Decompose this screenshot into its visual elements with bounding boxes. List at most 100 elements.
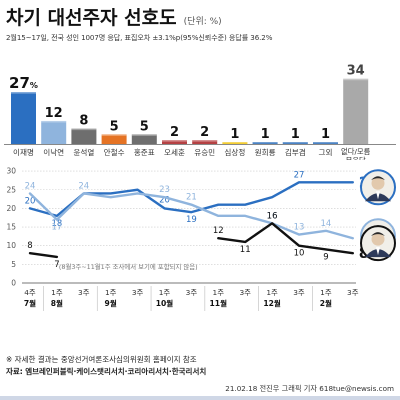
bar-value-label-1: 12 xyxy=(45,106,63,121)
x-month-label-1: 8월 xyxy=(51,298,63,308)
bar-category-label-6: 유승민 xyxy=(194,147,215,157)
bar-value-label-9: 1 xyxy=(291,127,300,142)
bar-value-label-5: 2 xyxy=(170,125,179,140)
x-tick-label-3: 1주 xyxy=(105,288,117,297)
x-tick-label-5: 1주 xyxy=(159,288,171,297)
y-tick-label-25: 25 xyxy=(6,185,16,194)
series-point-label-yoon_seokyoul-7: 12 xyxy=(213,226,224,236)
bar-chart: 27% 이재명 12 이낙연 8 윤석열 5 안철수 5 홍준표 2 오세훈 2 유승민 1 심상정 1 원희룡 1… xyxy=(4,64,396,160)
bar-3 xyxy=(101,134,127,144)
series-point-label-lee_nakyon-10: 13 xyxy=(294,223,305,233)
portrait-hair-yoon_seokyoul xyxy=(371,232,385,237)
bar-5 xyxy=(162,140,187,144)
series-point-label-yoon_seokyoul-11: 9 xyxy=(323,252,328,262)
bar-8 xyxy=(252,142,278,144)
series-point-label-lee_nakyon-9: 16 xyxy=(267,211,278,221)
portrait-icon-lee_jaemyung xyxy=(360,169,396,206)
bar-category-label-3: 안철수 xyxy=(104,147,125,157)
notes: ※ 자세한 결과는 중앙선거여론조사심의위원회 홈페이지 참조 자료: 엠브레인… xyxy=(6,354,206,378)
bar-value-label-8: 1 xyxy=(261,127,270,142)
bar-1 xyxy=(41,120,67,144)
bar-highlight-1 xyxy=(41,120,67,123)
bar-11 xyxy=(343,78,369,144)
series-point-label-yoon_seokyoul-10: 10 xyxy=(294,249,305,259)
line-chart: 0 5 10 15 20 25 30 4주 1주 3주 1주 3주 1주 3주 1주 3주 1주 3주 1주 3주 7월… xyxy=(6,167,396,311)
portrait-hair-lee_jaemyung xyxy=(371,176,385,181)
series-point-label-yoon_seokyoul-8: 11 xyxy=(240,245,251,255)
portrait-collar-yoon_seokyoul xyxy=(376,247,380,256)
bar-category-label-9: 김부겸 xyxy=(285,147,306,157)
bar-category-label-11-a: 없다/모름 xyxy=(341,147,371,156)
bar-highlight-8 xyxy=(252,142,278,144)
bar-value-label-4: 5 xyxy=(140,119,149,134)
bar-category-label-1: 이낙연 xyxy=(43,147,64,157)
bar-9 xyxy=(282,142,308,144)
bar-value-label-11: 34 xyxy=(347,64,365,79)
series-point-label-yoon_seokyoul-9: 16 xyxy=(267,211,278,221)
source-text: 엠브레인퍼블릭·케이스탯리서치·코리아리서치·한국리서치 xyxy=(25,367,207,376)
bar-2 xyxy=(71,128,97,144)
y-tick-label-20: 20 xyxy=(6,204,16,213)
bar-highlight-0 xyxy=(11,92,36,94)
x-tick-label-9: 1주 xyxy=(266,288,278,297)
bar-value-label-7: 1 xyxy=(230,127,239,142)
bar-category-label-4: 홍준표 xyxy=(134,147,155,157)
bar-highlight-7 xyxy=(222,142,248,144)
x-tick-label-8: 3주 xyxy=(239,288,251,297)
bar-highlight-5 xyxy=(162,140,187,142)
x-tick-label-4: 3주 xyxy=(132,288,144,297)
series-point-label-lee_nakyon-11: 14 xyxy=(320,219,331,229)
bar-highlight-10 xyxy=(313,142,338,144)
bar-category-label-0: 이재명 xyxy=(13,147,34,157)
portrait-face-yoon_seokyoul xyxy=(371,232,385,246)
bar-highlight-11 xyxy=(343,78,369,81)
source-label: 자료: xyxy=(6,367,23,376)
bar-value-label-6: 2 xyxy=(200,125,209,140)
series-point-label-lee_nakyon-1: 17 xyxy=(51,223,62,233)
unit-label: (단위: %) xyxy=(183,17,222,27)
bar-category-label-5: 오세훈 xyxy=(164,147,185,157)
series-point-label-lee_nakyon-2: 24 xyxy=(78,181,89,191)
note-source: 자료: 엠브레인퍼블릭·케이스탯리서치·코리아리서치·한국리서치 xyxy=(6,366,206,378)
chart-title: 차기 대선주자 선호도 xyxy=(6,7,177,29)
series-point-label-lee_jaemyung-10: 27 xyxy=(294,170,305,180)
y-tick-label-5: 5 xyxy=(11,260,16,269)
bar-value-label-10: 1 xyxy=(321,127,330,142)
x-tick-label-1: 1주 xyxy=(51,288,63,297)
bar-4 xyxy=(131,134,157,144)
series-line-yoon_seokyoul-1 xyxy=(217,222,354,255)
portrait-face-lee_jaemyung xyxy=(371,176,385,190)
x-tick-label-12: 3주 xyxy=(347,288,359,297)
bar-value-label-2: 8 xyxy=(79,114,88,129)
x-tick-label-10: 3주 xyxy=(293,288,305,297)
series-point-label-lee_jaemyung-5: 20 xyxy=(159,195,170,205)
bar-7 xyxy=(222,142,248,144)
x-month-label-0: 7월 xyxy=(24,298,36,308)
x-month-label-3: 9월 xyxy=(105,298,117,308)
series-point-label-lee_jaemyung-0: 20 xyxy=(25,196,36,206)
bar-6 xyxy=(192,140,218,144)
bar-highlight-6 xyxy=(192,140,218,142)
x-month-label-11: 2월 xyxy=(320,298,332,308)
series-point-label-yoon_seokyoul-0: 8 xyxy=(27,241,32,251)
y-tick-label-30: 30 xyxy=(6,167,16,176)
x-tick-label-2: 3주 xyxy=(78,288,90,297)
bar-category-label-2: 윤석열 xyxy=(73,147,94,157)
y-tick-label-15: 15 xyxy=(6,223,16,232)
portrait-icon-yoon_seokyoul xyxy=(360,225,396,262)
bar-10 xyxy=(313,142,338,144)
bar-value-suffix: % xyxy=(30,81,38,90)
credit: 21.02.18 전진우 그래픽 기자 618tue@newsis.com xyxy=(225,384,394,393)
series-point-label-lee_jaemyung-1: 18 xyxy=(51,219,62,229)
x-month-label-5: 10월 xyxy=(156,298,174,308)
series-line-lee_nakyon-0 xyxy=(28,192,354,240)
y-tick-label-0: 0 xyxy=(11,279,16,288)
line-annotation: (8월3주~11월1주 조사에서 보기에 포함되지 않음) xyxy=(59,262,198,271)
x-tick-label-0: 4주 xyxy=(24,288,36,297)
bar-highlight-2 xyxy=(71,128,97,131)
bar-category-label-11-b: 무응답 xyxy=(346,156,366,160)
bar-highlight-9 xyxy=(282,142,308,144)
series-point-label-lee_nakyon-6: 21 xyxy=(186,193,197,203)
bar-value-label-0: 27% xyxy=(9,74,38,92)
x-month-label-7: 11월 xyxy=(210,298,228,308)
